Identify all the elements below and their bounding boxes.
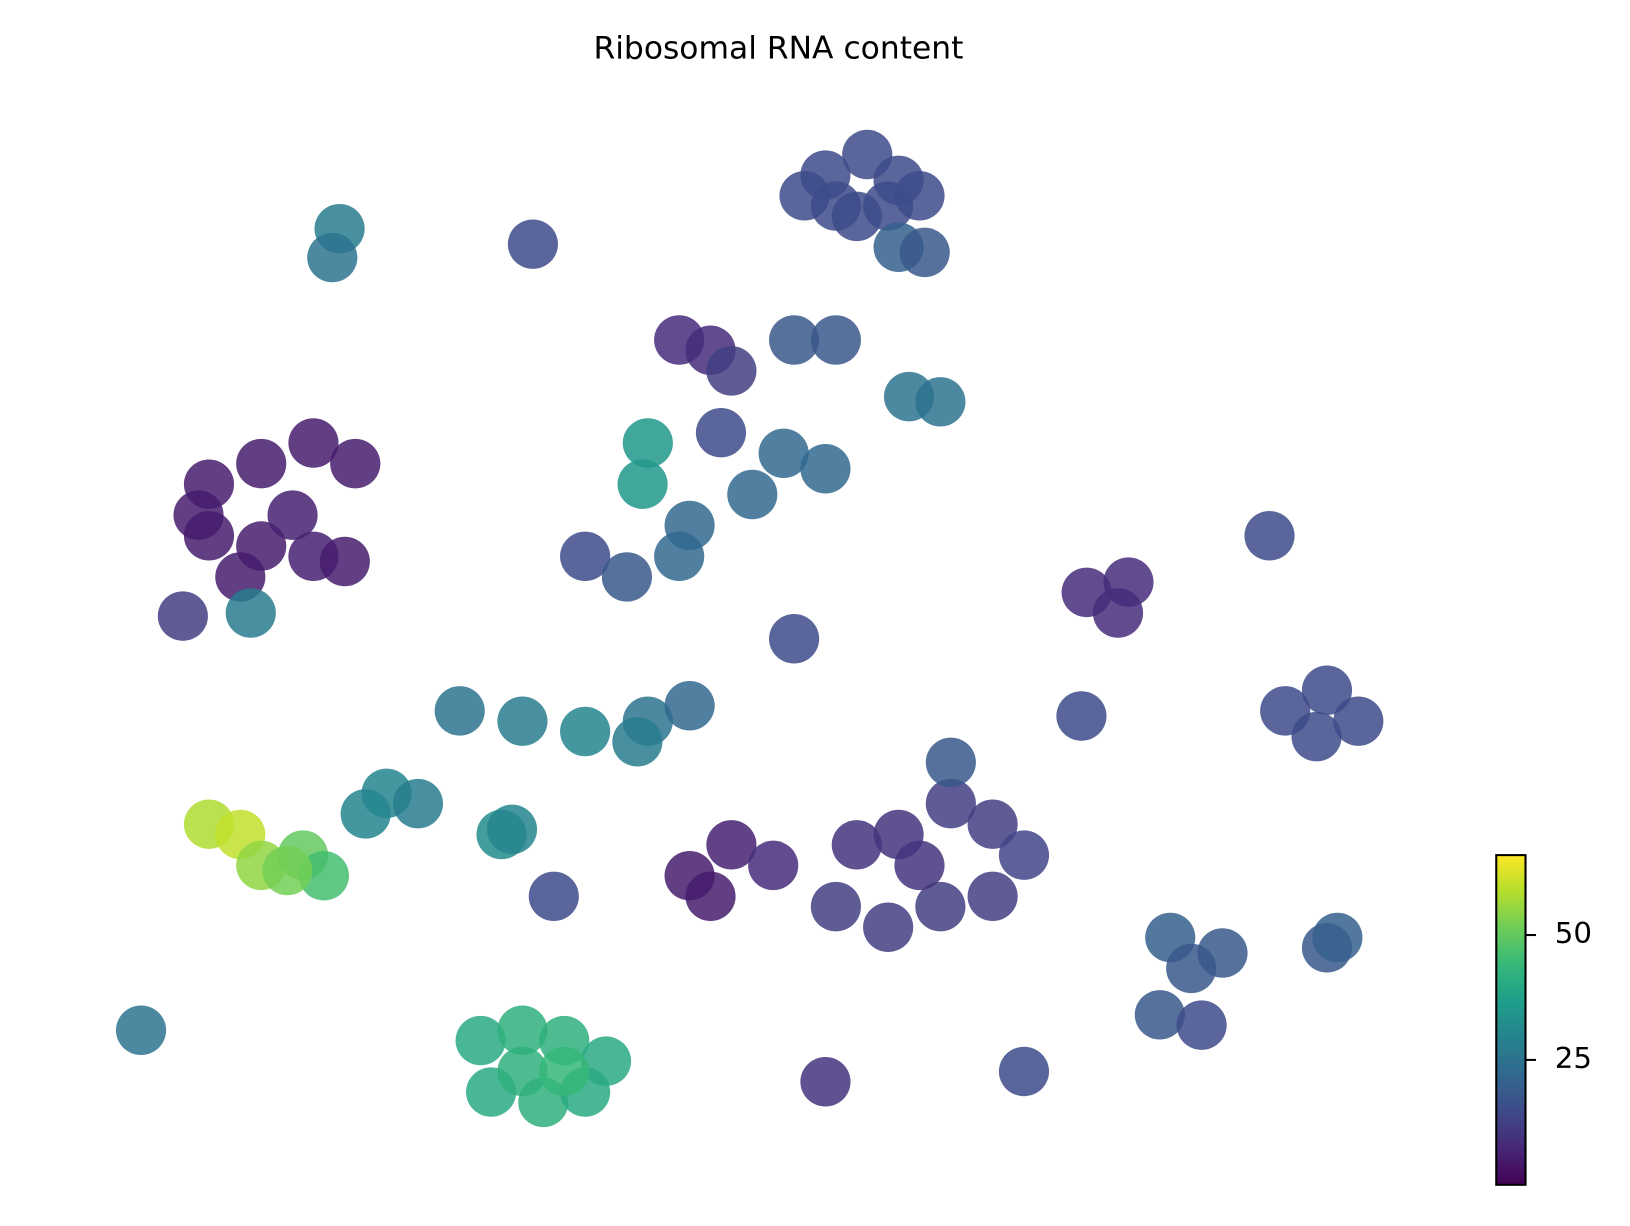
point bbox=[307, 232, 358, 283]
point bbox=[434, 686, 485, 736]
points bbox=[115, 129, 1384, 1128]
point bbox=[769, 315, 820, 365]
point bbox=[622, 418, 673, 468]
point bbox=[664, 680, 715, 731]
point bbox=[560, 531, 611, 582]
point bbox=[915, 377, 966, 427]
point bbox=[601, 552, 652, 602]
point bbox=[1056, 691, 1107, 741]
point bbox=[173, 490, 224, 540]
point bbox=[392, 778, 444, 829]
point bbox=[967, 871, 1018, 922]
point bbox=[894, 840, 945, 891]
point bbox=[748, 840, 799, 891]
point bbox=[967, 799, 1018, 849]
point bbox=[831, 191, 882, 242]
point bbox=[915, 881, 966, 932]
point bbox=[685, 871, 736, 922]
colorbar-tick-label: 50 bbox=[1555, 916, 1592, 950]
point bbox=[758, 428, 809, 479]
point bbox=[612, 717, 663, 767]
chart-title: Ribosomal RNA content bbox=[593, 31, 963, 67]
point bbox=[779, 171, 830, 221]
point bbox=[810, 315, 861, 365]
point bbox=[998, 1046, 1050, 1097]
point bbox=[810, 881, 861, 932]
point bbox=[1291, 711, 1342, 762]
point bbox=[528, 871, 579, 922]
point bbox=[925, 778, 976, 829]
point bbox=[340, 789, 391, 839]
point bbox=[298, 850, 349, 901]
point bbox=[225, 588, 276, 638]
point bbox=[1301, 665, 1353, 715]
point bbox=[925, 737, 976, 788]
point bbox=[330, 438, 381, 489]
point bbox=[539, 1046, 590, 1097]
point bbox=[769, 614, 820, 664]
point bbox=[800, 1057, 851, 1107]
colorbar-tick-label: 25 bbox=[1555, 1041, 1592, 1075]
point bbox=[497, 696, 548, 746]
point bbox=[727, 469, 778, 520]
point bbox=[899, 227, 950, 278]
point bbox=[654, 315, 705, 365]
point bbox=[1312, 912, 1363, 963]
point bbox=[664, 500, 715, 551]
point bbox=[236, 438, 287, 489]
point bbox=[455, 1015, 506, 1066]
point bbox=[1092, 588, 1144, 638]
point bbox=[157, 591, 208, 641]
point bbox=[262, 845, 313, 896]
point bbox=[800, 444, 851, 494]
point bbox=[1166, 943, 1217, 994]
point bbox=[831, 820, 882, 870]
point bbox=[1333, 696, 1384, 746]
point bbox=[507, 219, 558, 269]
point bbox=[695, 407, 747, 458]
point bbox=[267, 490, 318, 540]
point bbox=[1134, 990, 1185, 1040]
point bbox=[998, 830, 1050, 880]
point bbox=[706, 820, 757, 870]
point bbox=[1176, 1000, 1227, 1050]
point bbox=[115, 1005, 167, 1055]
point bbox=[319, 536, 370, 587]
point bbox=[486, 804, 538, 855]
point bbox=[288, 418, 339, 468]
point bbox=[497, 1046, 548, 1097]
point bbox=[863, 902, 914, 952]
point bbox=[560, 706, 611, 757]
point bbox=[617, 459, 668, 509]
colorbar bbox=[1495, 854, 1527, 1186]
point bbox=[497, 1005, 548, 1055]
point bbox=[894, 171, 945, 221]
point bbox=[1244, 511, 1295, 561]
point bbox=[706, 346, 757, 396]
